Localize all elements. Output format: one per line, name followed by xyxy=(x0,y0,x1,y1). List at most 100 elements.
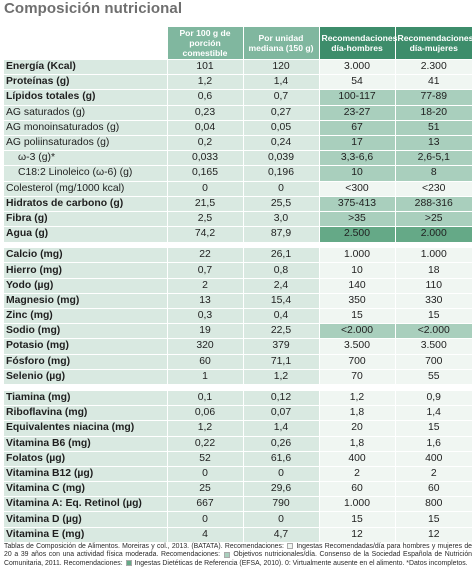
table-row: Folatos (µg) 52 61,6 400 400 xyxy=(4,450,472,467)
rec-men-value: 54 xyxy=(318,74,395,90)
nutrient-label: AG monoinsaturados (g) xyxy=(4,119,167,136)
rec-men-value: 70 xyxy=(318,368,395,385)
value-per-unit: 25,5 xyxy=(242,195,319,212)
value-per-100g: 1,2 xyxy=(166,420,243,436)
rec-men-value: 67 xyxy=(318,119,395,136)
rec-women-value: 1,6 xyxy=(394,435,472,452)
nutrient-label: Vitamina A: Eq. Retinol (µg) xyxy=(4,496,167,512)
rec-men-value: 100-117 xyxy=(318,89,395,106)
table-row: Hidratos de carbono (g) 21,5 25,5 375-413 28… xyxy=(4,195,472,212)
table-row: Proteínas (g) 1,2 1,4 54 41 xyxy=(4,74,472,90)
table-row: Energía (Kcal) 101 120 3.000 2.300 xyxy=(4,58,472,75)
spacer-cell xyxy=(4,241,472,248)
value-per-unit: 0,24 xyxy=(242,134,319,151)
rec-men-value: 1,2 xyxy=(318,389,395,406)
rec-men-value: 3,3-6,6 xyxy=(318,150,395,166)
value-per-100g: 667 xyxy=(166,496,243,512)
rec-women-value: 13 xyxy=(394,134,472,151)
rec-men-value: 10 xyxy=(318,165,395,181)
rec-women-value: 288-316 xyxy=(394,195,472,212)
table-row: C18:2 Linoleico (ω-6) (g) 0,165 0,196 10 8 xyxy=(4,165,472,181)
footnote-part-4: Ingestas Dietéticas de Referencia (EFSA,… xyxy=(134,559,468,567)
rec-men-value: <300 xyxy=(318,180,395,197)
table-row: Vitamina B12 (µg) 0 0 2 2 xyxy=(4,465,472,482)
value-per-100g: 74,2 xyxy=(166,226,243,242)
value-per-100g: 101 xyxy=(166,58,243,75)
table-row: Equivalentes niacina (mg) 1,2 1,4 20 15 xyxy=(4,420,472,436)
nutrient-label: Calcio (mg) xyxy=(4,247,167,263)
rec-women-value: 15 xyxy=(394,511,472,528)
rec-women-value: 18-20 xyxy=(394,104,472,121)
nutrient-label: Vitamina B6 (mg) xyxy=(4,435,167,452)
value-per-unit: 0,27 xyxy=(242,104,319,121)
nutrient-label: Fibra (g) xyxy=(4,210,167,227)
rec-men-value: 12 xyxy=(318,526,395,543)
nutrient-label: Vitamina D (µg) xyxy=(4,511,167,528)
nutrient-label: Yodo (µg) xyxy=(4,277,167,294)
rec-women-value: 800 xyxy=(394,496,472,512)
rec-women-value: 400 xyxy=(394,450,472,467)
nutrient-label: Hierro (mg) xyxy=(4,262,167,279)
rec-men-value: 23-27 xyxy=(318,104,395,121)
value-per-100g: 1 xyxy=(166,368,243,385)
rec-women-value: 51 xyxy=(394,119,472,136)
page-title: Composición nutricional xyxy=(4,0,183,17)
value-per-100g: 19 xyxy=(166,323,243,339)
table-row: AG monoinsaturados (g) 0,04 0,05 67 51 xyxy=(4,119,472,136)
footnote-part-2: Ingestas Recomendadas/día para hombres y… xyxy=(4,543,472,559)
table-row: AG saturados (g) 0,23 0,27 23-27 18-20 xyxy=(4,104,472,121)
group-spacer xyxy=(4,241,472,248)
value-per-unit: 3,0 xyxy=(242,210,319,227)
nutrient-label: Vitamina C (mg) xyxy=(4,481,167,497)
rec-women-value: 60 xyxy=(394,481,472,497)
value-per-unit: 22,5 xyxy=(242,323,319,339)
rec-men-value: 700 xyxy=(318,353,395,370)
table-row: Magnesio (mg) 13 15,4 350 330 xyxy=(4,292,472,309)
value-per-unit: 2,4 xyxy=(242,277,319,294)
table-row: Vitamina D (µg) 0 0 15 15 xyxy=(4,511,472,528)
nutrient-label: Zinc (mg) xyxy=(4,307,167,324)
nutrient-label: Fósforo (mg) xyxy=(4,353,167,370)
rec-women-value: 0,9 xyxy=(394,389,472,406)
value-per-100g: 0,1 xyxy=(166,389,243,406)
table-row: Tiamina (mg) 0,1 0,12 1,2 0,9 xyxy=(4,389,472,406)
value-per-unit: 4,7 xyxy=(242,526,319,543)
table-row: Sodio (mg) 19 22,5 <2.000 <2.000 xyxy=(4,323,472,339)
value-per-unit: 379 xyxy=(242,338,319,355)
footnote: Tablas de Composición de Alimentos. More… xyxy=(4,543,472,568)
nutrient-label: Folatos (µg) xyxy=(4,450,167,467)
rec-women-value: 18 xyxy=(394,262,472,279)
table-row: Colesterol (mg/1000 kcal) 0 0 <300 <230 xyxy=(4,180,472,197)
rec-men-value: >35 xyxy=(318,210,395,227)
value-per-100g: 0,22 xyxy=(166,435,243,452)
value-per-100g: 22 xyxy=(166,247,243,263)
footnote-part-1: Tablas de Composición de Alimentos. More… xyxy=(4,543,284,550)
table-row: Vitamina C (mg) 25 29,6 60 60 xyxy=(4,481,472,497)
nutrient-label: AG poliinsaturados (g) xyxy=(4,134,167,151)
table-row: Zinc (mg) 0,3 0,4 15 15 xyxy=(4,307,472,324)
table-header-row: Por 100 g de porción comestible Por unid… xyxy=(4,27,473,60)
value-per-unit: 0 xyxy=(242,180,319,197)
rec-women-value: 2,6-5,1 xyxy=(394,150,472,166)
value-per-unit: 120 xyxy=(242,58,319,75)
nutrient-label: Vitamina E (mg) xyxy=(4,526,167,543)
rec-women-value: 1.000 xyxy=(394,247,472,263)
value-per-unit: 0,8 xyxy=(242,262,319,279)
rec-men-value: 1.000 xyxy=(318,496,395,512)
rec-women-value: 15 xyxy=(394,307,472,324)
nutrition-table: Por 100 g de porción comestible Por unid… xyxy=(4,27,473,543)
value-per-100g: 0,2 xyxy=(166,134,243,151)
table-row: Agua (g) 74,2 87,9 2.500 2.000 xyxy=(4,226,472,242)
value-per-unit: 0,12 xyxy=(242,389,319,406)
rec-women-value: 12 xyxy=(394,526,472,543)
rec-women-value: 330 xyxy=(394,292,472,309)
value-per-unit: 71,1 xyxy=(242,353,319,370)
nutrient-label: Agua (g) xyxy=(4,226,167,242)
value-per-unit: 1,2 xyxy=(242,368,319,385)
value-per-unit: 87,9 xyxy=(242,226,319,242)
legend-swatch-objective xyxy=(223,551,230,558)
rec-men-value: 400 xyxy=(318,450,395,467)
table-row: Calcio (mg) 22 26,1 1.000 1.000 xyxy=(4,247,472,263)
group-spacer xyxy=(4,384,472,391)
